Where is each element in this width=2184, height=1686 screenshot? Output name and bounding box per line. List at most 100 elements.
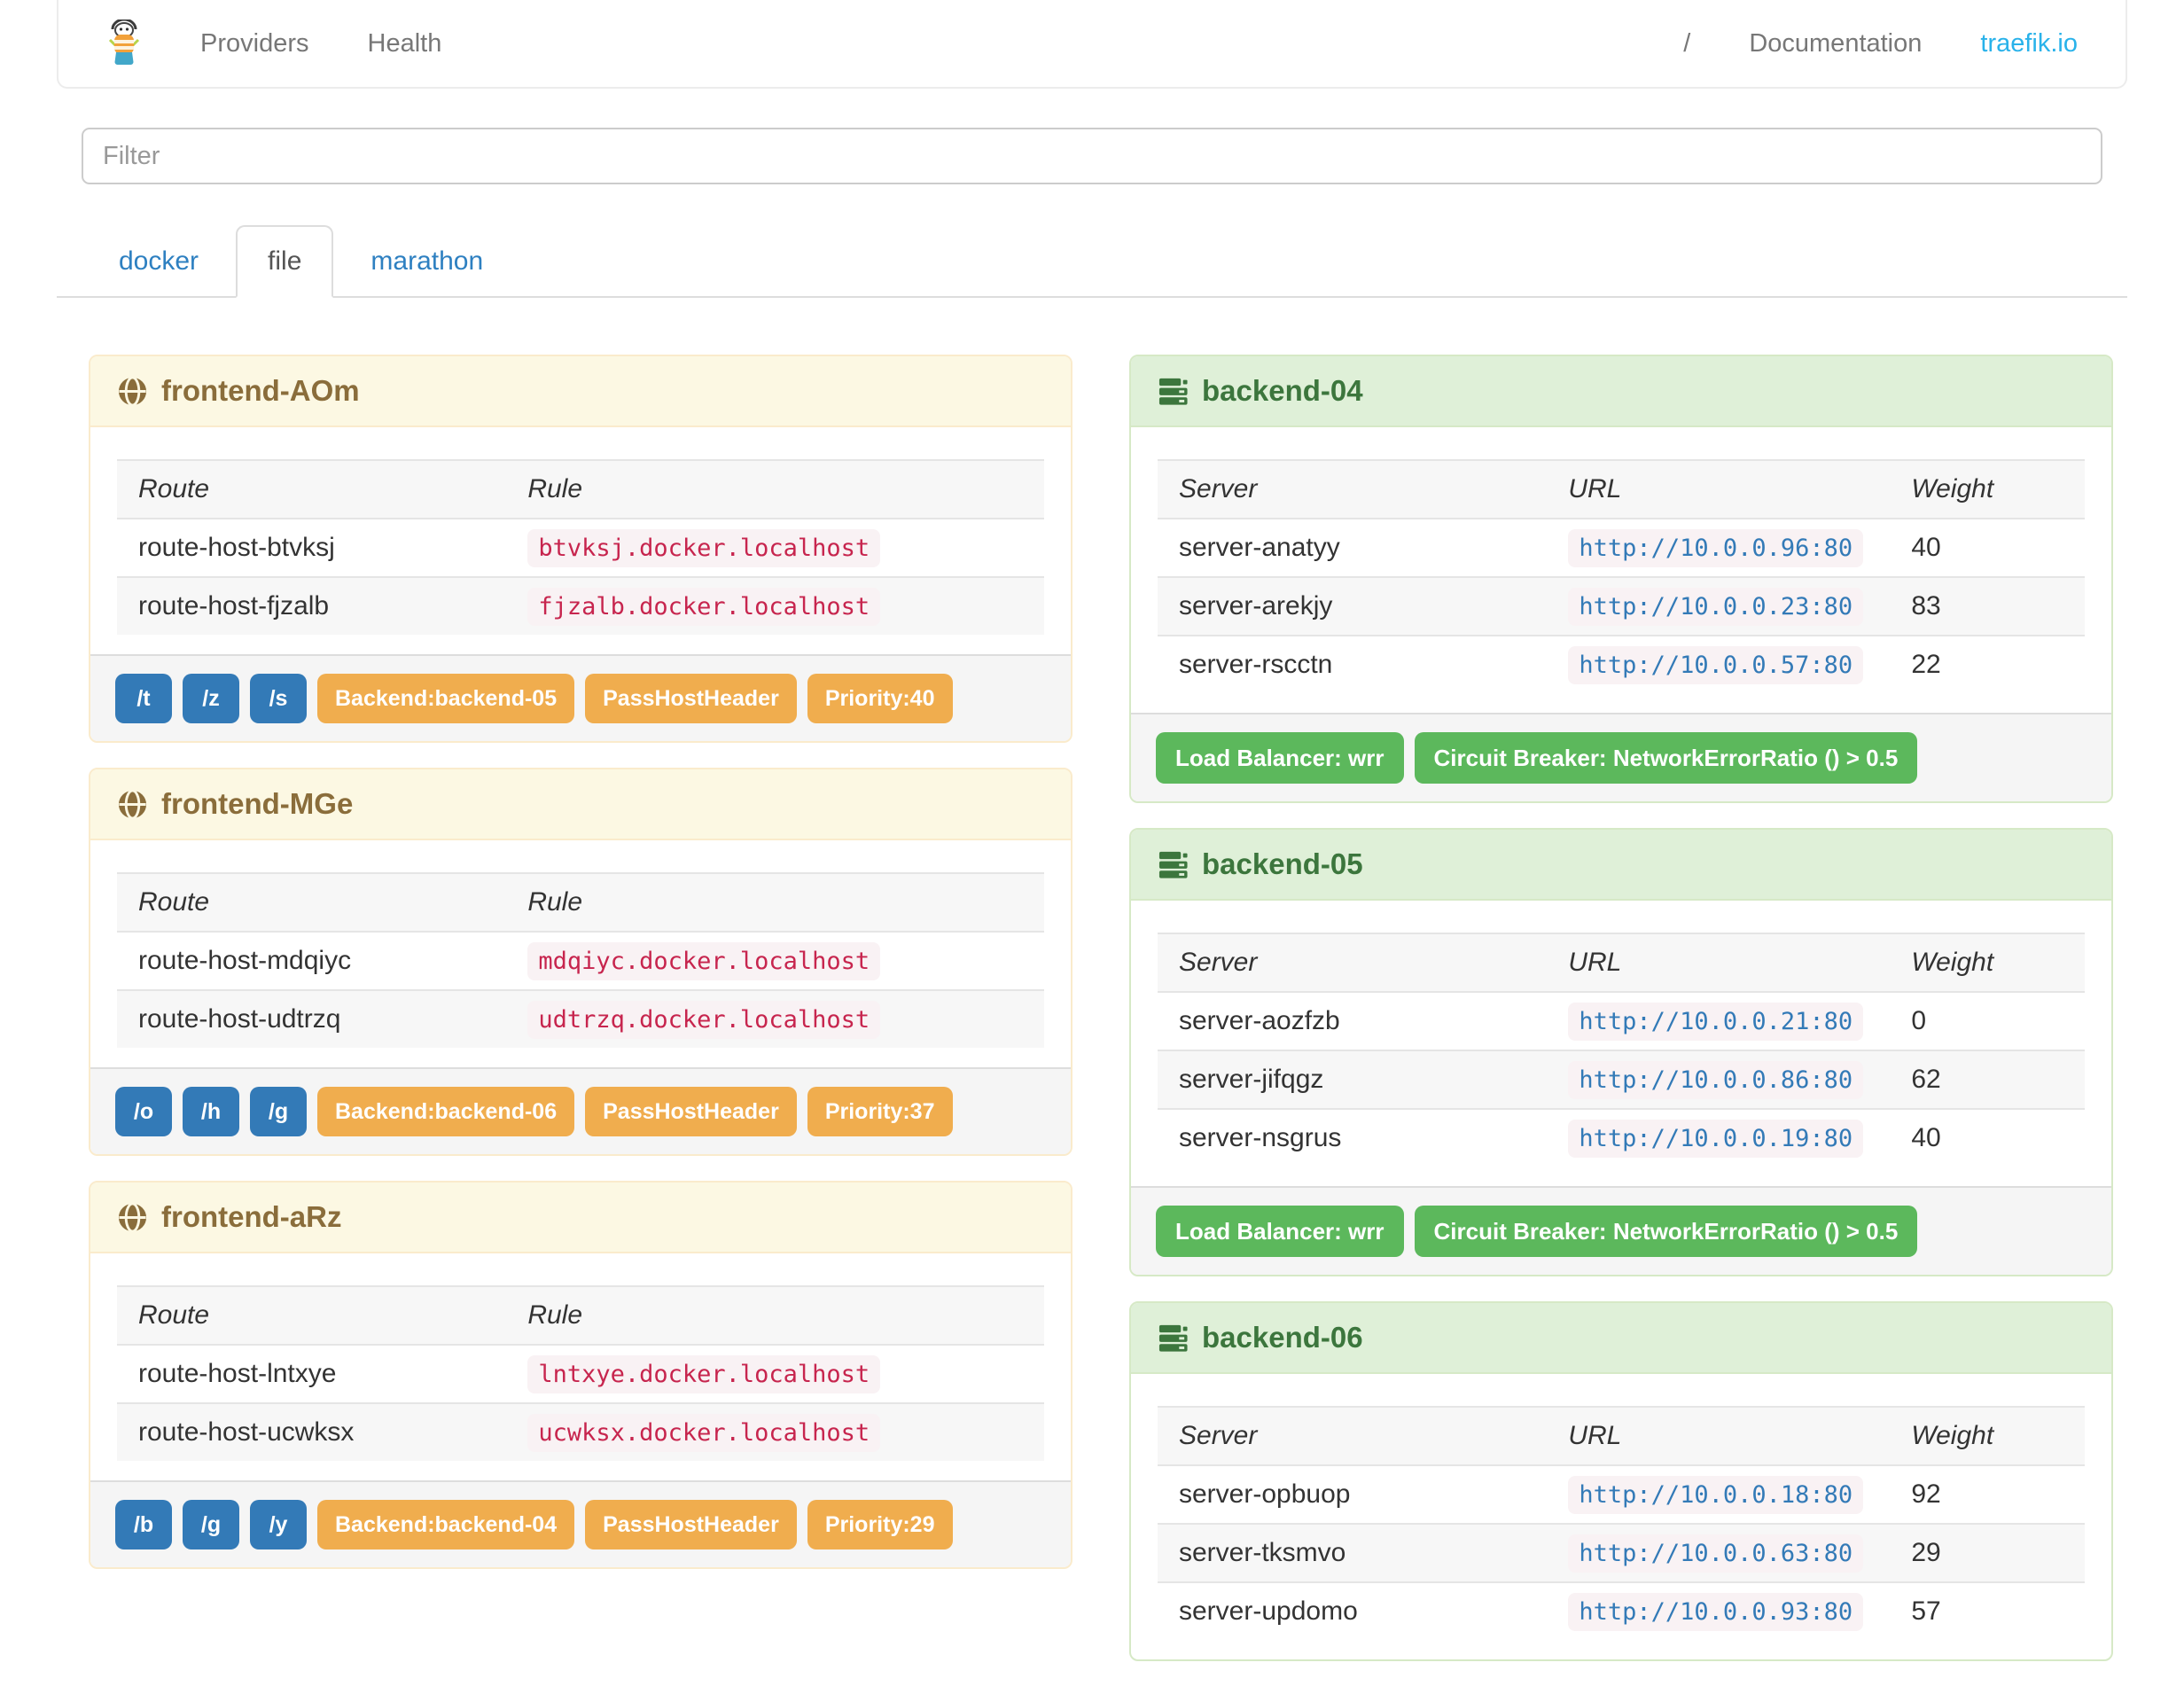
route-name: route-host-mdqiyc <box>138 946 352 975</box>
server-row: server-jifqgz http://10.0.0.86:80 62 <box>1158 1050 2085 1109</box>
backend-tag-badge: Circuit Breaker: NetworkErrorRatio () > … <box>1414 1206 1918 1257</box>
server-url-code: http://10.0.0.19:80 <box>1568 1120 1864 1158</box>
path-badge: /t <box>115 674 172 723</box>
route-row: route-host-mdqiyc mdqiyc.docker.localhos… <box>117 932 1044 990</box>
server-url-code: http://10.0.0.93:80 <box>1568 1593 1864 1631</box>
server-weight: 83 <box>1890 576 2085 636</box>
route-row: route-host-udtrzq udtrzq.docker.localhos… <box>117 989 1044 1048</box>
column-header-server: Server <box>1158 1406 1548 1466</box>
server-weight: 57 <box>1890 1581 2085 1640</box>
frontend-tag-badge: Priority:40 <box>807 674 953 723</box>
server-row: server-anatyy http://10.0.0.96:80 40 <box>1158 519 2085 577</box>
main-content: frontend-AOm Route Rule route-host-btvks… <box>89 355 2113 1686</box>
backend-panel-footer: Load Balancer: wrr Circuit Breaker: Netwo… <box>1131 713 2111 801</box>
filter-input[interactable] <box>82 128 2102 184</box>
route-name: route-host-btvksj <box>138 533 335 562</box>
server-name: server-aozfzb <box>1179 1006 1340 1035</box>
server-url-code: http://10.0.0.96:80 <box>1568 529 1864 567</box>
route-name: route-host-ucwksx <box>117 1402 507 1461</box>
server-row: server-arekjy http://10.0.0.23:80 83 <box>1158 576 2085 636</box>
server-url-link[interactable]: http://10.0.0.57:80 <box>1579 652 1853 679</box>
routes-table: Route Rule route-host-mdqiyc mdqiyc.dock… <box>117 872 1044 1048</box>
server-rack-icon <box>1158 1323 1189 1354</box>
column-header-url: URL <box>1547 933 1891 993</box>
frontend-tag-badge: Backend:backend-05 <box>317 674 575 723</box>
server-row: server-updomo http://10.0.0.93:80 57 <box>1158 1581 2085 1640</box>
rule-code: lntxye.docker.localhost <box>527 1355 881 1393</box>
server-weight: 22 <box>1890 635 2085 693</box>
server-name: server-arekjy <box>1158 576 1548 636</box>
route-name: route-host-lntxye <box>138 1359 337 1388</box>
server-url-code: http://10.0.0.21:80 <box>1568 1003 1864 1041</box>
server-url-link[interactable]: http://10.0.0.63:80 <box>1579 1540 1853 1567</box>
frontend-tag-badge: PassHostHeader <box>585 1500 797 1549</box>
server-url-link[interactable]: http://10.0.0.23:80 <box>1579 593 1853 621</box>
route-row: route-host-fjzalb fjzalb.docker.localhos… <box>117 576 1044 635</box>
rule-code: fjzalb.docker.localhost <box>527 588 881 626</box>
backend-tag-badge: Circuit Breaker: NetworkErrorRatio () > … <box>1414 732 1918 784</box>
servers-table: Server URL Weight server-anatyy http://1… <box>1158 459 2085 693</box>
frontend-tag-badge: PassHostHeader <box>585 674 797 723</box>
server-name: server-rscctn <box>1158 635 1548 693</box>
server-url-link[interactable]: http://10.0.0.86:80 <box>1579 1066 1853 1094</box>
server-name: server-anatyy <box>1179 533 1340 562</box>
tab-file[interactable]: file <box>236 225 334 298</box>
backend-tag-badge: Load Balancer: wrr <box>1156 1206 1404 1257</box>
server-rack-icon <box>1158 376 1189 407</box>
servers-table: Server URL Weight server-opbuop http://1… <box>1158 1406 2085 1640</box>
column-header-route: Route <box>117 1285 507 1346</box>
server-weight: 40 <box>1911 533 1941 562</box>
nav-link-providers[interactable]: Providers <box>200 28 309 58</box>
server-row: server-opbuop http://10.0.0.18:80 92 <box>1158 1465 2085 1524</box>
navbar: Providers Health / Documentation traefik… <box>57 0 2127 89</box>
server-row: server-tksmvo http://10.0.0.63:80 29 <box>1158 1523 2085 1582</box>
column-header-server: Server <box>1158 459 1548 519</box>
column-header-rule: Rule <box>506 1285 1044 1346</box>
server-url-link[interactable]: http://10.0.0.21:80 <box>1579 1008 1853 1035</box>
path-badge: /h <box>183 1087 239 1136</box>
column-header-weight: Weight <box>1890 1406 2085 1466</box>
globe-icon <box>117 1201 148 1233</box>
server-weight: 29 <box>1890 1523 2085 1582</box>
tab-marathon[interactable]: marathon <box>370 246 484 276</box>
path-badge: /o <box>115 1087 172 1136</box>
server-row: server-rscctn http://10.0.0.57:80 22 <box>1158 635 2085 693</box>
traefik-logo-icon <box>106 20 142 67</box>
path-badge: /z <box>183 674 239 723</box>
frontend-tag-badge: PassHostHeader <box>585 1087 797 1136</box>
server-url-link[interactable]: http://10.0.0.96:80 <box>1579 535 1853 562</box>
column-header-rule: Rule <box>506 459 1044 519</box>
column-header-route: Route <box>117 872 507 933</box>
frontend-tag-badge: Priority:29 <box>807 1500 953 1549</box>
backend-panel: backend-05 Server URL Weight server-aozf… <box>1129 828 2113 1276</box>
server-name: server-nsgrus <box>1158 1108 1548 1167</box>
server-url-link[interactable]: http://10.0.0.18:80 <box>1579 1481 1853 1509</box>
frontend-panel-footer: /o/h/g Backend:backend-06 PassHostHeader Pr… <box>90 1067 1071 1154</box>
backend-tag-badge: Load Balancer: wrr <box>1156 732 1404 784</box>
frontend-panel-title: frontend-aRz <box>161 1200 342 1233</box>
backend-panel-title: backend-06 <box>1202 1321 1363 1354</box>
backend-panel: backend-04 Server URL Weight server-anat… <box>1129 355 2113 803</box>
frontend-panel: frontend-MGe Route Rule route-host-mdqiy… <box>89 768 1072 1156</box>
server-url-link[interactable]: http://10.0.0.93:80 <box>1579 1598 1853 1626</box>
server-url-code: http://10.0.0.57:80 <box>1568 646 1864 684</box>
nav-link-health[interactable]: Health <box>367 28 442 58</box>
server-weight: 62 <box>1890 1050 2085 1109</box>
route-row: route-host-lntxye lntxye.docker.localhos… <box>117 1345 1044 1403</box>
nav-link-traefik-io[interactable]: traefik.io <box>1980 28 2078 58</box>
server-name: server-opbuop <box>1179 1479 1351 1509</box>
column-header-server: Server <box>1158 933 1548 993</box>
path-badge: /y <box>250 1500 307 1549</box>
tab-docker[interactable]: docker <box>119 246 199 276</box>
server-row: server-aozfzb http://10.0.0.21:80 0 <box>1158 992 2085 1050</box>
nav-link-documentation[interactable]: Documentation <box>1749 28 1923 58</box>
server-url-code: http://10.0.0.86:80 <box>1568 1061 1864 1099</box>
column-header-weight: Weight <box>1890 933 2085 993</box>
provider-tabs: docker file marathon <box>57 225 2127 298</box>
server-url-code: http://10.0.0.23:80 <box>1568 588 1864 626</box>
server-url-link[interactable]: http://10.0.0.19:80 <box>1579 1125 1853 1152</box>
nav-separator: / <box>1683 28 1691 58</box>
frontend-tag-badge: Backend:backend-06 <box>317 1087 575 1136</box>
column-header-rule: Rule <box>506 872 1044 933</box>
frontends-column: frontend-AOm Route Rule route-host-btvks… <box>89 355 1072 1594</box>
